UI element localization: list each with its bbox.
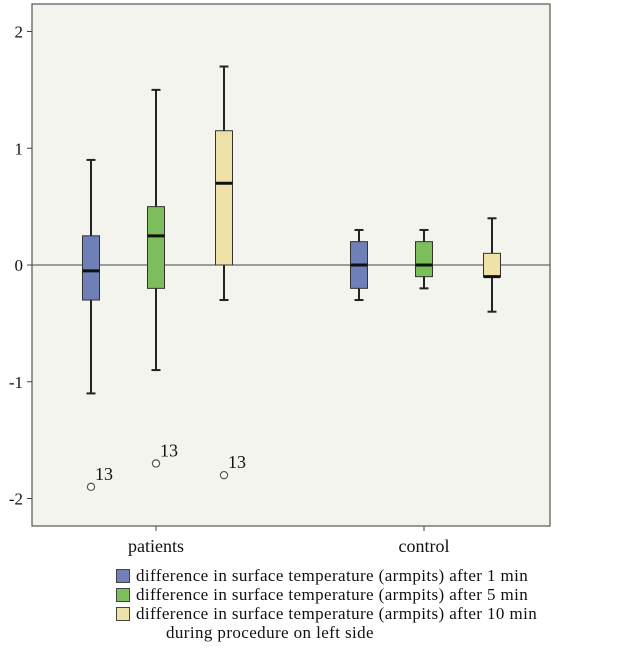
outlier-label: 13 [228, 452, 246, 472]
legend-label-5min: difference in surface temperature (armpi… [136, 584, 529, 604]
outlier-point [151, 459, 161, 468]
category-label: patients [128, 536, 184, 556]
box [415, 241, 433, 278]
legend-item-5min: difference in surface temperature (armpi… [116, 585, 537, 604]
legend-label-10min: difference in surface temperature (armpi… [136, 603, 538, 623]
box-group [350, 228, 368, 302]
legend: difference in surface temperature (armpi… [116, 566, 537, 643]
y-tick-label: -1 [9, 373, 23, 392]
legend-swatch-10min [116, 606, 130, 621]
legend-label-1min: difference in surface temperature (armpi… [136, 565, 529, 585]
y-tick-label: -2 [9, 490, 23, 509]
outlier-point [86, 482, 96, 492]
outlier-label: 13 [160, 440, 178, 460]
box-group: 13 [82, 158, 113, 492]
legend-swatch-1min [116, 568, 130, 583]
outlier-label: 13 [95, 464, 113, 484]
y-tick-label: 0 [15, 256, 24, 275]
y-tick-label: 1 [15, 139, 24, 158]
box [82, 235, 100, 301]
legend-item-1min: difference in surface temperature (armpi… [116, 566, 537, 585]
boxes-layer: 13 13 13 [82, 65, 501, 492]
box-group [483, 217, 501, 313]
boxplot-chart: -2 -1 0 1 2 13 13 13 patients control [9, 3, 551, 556]
box [215, 130, 233, 266]
box [147, 206, 165, 289]
legend-note: during procedure on left side [166, 623, 374, 642]
box [483, 252, 501, 278]
legend-item-10min: difference in surface temperature (armpi… [116, 604, 537, 623]
y-axis: -2 -1 0 1 2 [9, 23, 32, 509]
box-group: 13 [147, 88, 178, 468]
box-group [415, 228, 433, 290]
legend-swatch-5min [116, 587, 130, 602]
y-tick-label: 2 [15, 23, 24, 42]
box-group: 13 [215, 65, 246, 480]
outlier-point [219, 470, 229, 480]
category-label: control [399, 536, 450, 556]
category-labels: patients control [128, 526, 450, 556]
